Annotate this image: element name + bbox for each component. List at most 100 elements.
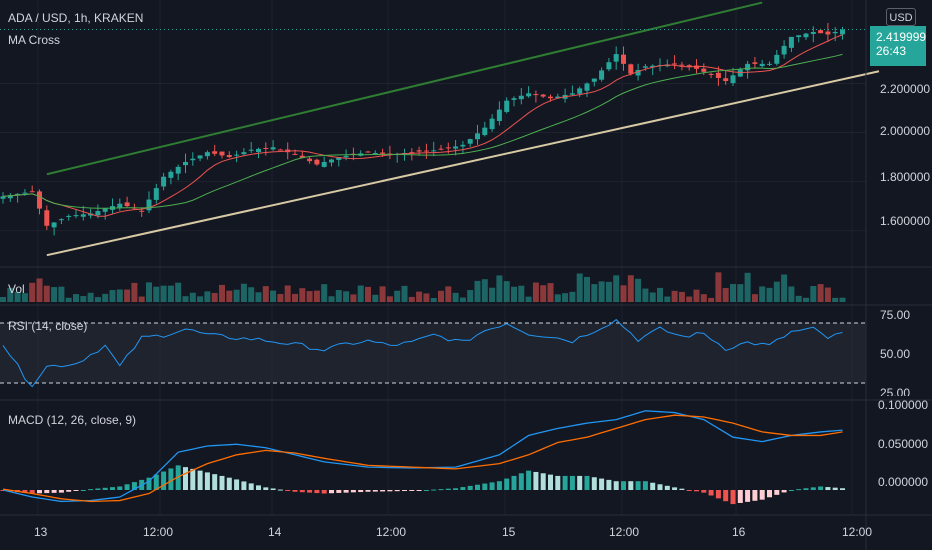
candle-body bbox=[212, 151, 218, 154]
macd-histogram-bar bbox=[810, 487, 816, 490]
candle-body bbox=[482, 127, 488, 136]
volume-bar bbox=[627, 275, 634, 302]
macd-label[interactable]: MACD (12, 26, close, 9) bbox=[8, 413, 137, 427]
volume-bar bbox=[708, 297, 715, 302]
candle-body bbox=[336, 157, 342, 160]
volume-label[interactable]: Vol bbox=[8, 282, 25, 296]
time-tick: 12:00 bbox=[842, 525, 873, 539]
macd-histogram-bar bbox=[621, 481, 626, 490]
rsi-line bbox=[2, 318, 843, 388]
candle-body bbox=[840, 29, 845, 35]
volume-bar bbox=[284, 285, 291, 302]
macd-histogram-bar bbox=[723, 490, 729, 502]
volume-bar bbox=[532, 282, 539, 302]
candle-body bbox=[730, 75, 736, 84]
macd-histogram-bar bbox=[358, 490, 364, 493]
time-tick: 12:00 bbox=[376, 525, 407, 539]
candle-body bbox=[168, 171, 174, 178]
volume-bar bbox=[657, 287, 663, 302]
macd-histogram-bar bbox=[642, 481, 648, 490]
candle-body bbox=[621, 54, 626, 64]
grid bbox=[0, 0, 866, 515]
macd-histogram-bar bbox=[66, 490, 72, 492]
candle-body bbox=[781, 45, 787, 55]
volume-bar bbox=[591, 284, 598, 302]
macd-histogram-bar bbox=[51, 490, 57, 493]
candle-body bbox=[504, 100, 510, 112]
macd-histogram-bar bbox=[533, 471, 539, 490]
volume-bar bbox=[321, 284, 328, 302]
volume-bar bbox=[58, 286, 65, 302]
macd-histogram-bar bbox=[37, 490, 42, 494]
volume-bar bbox=[270, 290, 277, 302]
volume-bar bbox=[401, 285, 408, 302]
macd-histogram-bar bbox=[102, 487, 108, 490]
volume-bar bbox=[678, 291, 685, 302]
last-price: 2.419999 bbox=[876, 30, 927, 44]
candle-body bbox=[540, 94, 546, 97]
volume-bar bbox=[153, 286, 160, 302]
macd-histogram-bar bbox=[190, 468, 196, 490]
candle-body bbox=[489, 118, 495, 130]
candle-body bbox=[7, 195, 13, 199]
last-price-badge: 2.419999 26:43 bbox=[870, 26, 926, 66]
candle-body bbox=[548, 96, 553, 99]
volume-bar bbox=[189, 292, 196, 302]
macd-tick: 0.000000 bbox=[878, 475, 929, 489]
ma-cross-label[interactable]: MA Cross bbox=[8, 33, 61, 47]
candle-body bbox=[445, 147, 451, 149]
macd-histogram-bar bbox=[526, 470, 532, 490]
volume-bar bbox=[635, 278, 642, 302]
volume-bar bbox=[14, 292, 21, 302]
volume-bar bbox=[219, 284, 225, 302]
macd-histogram-bar bbox=[664, 485, 670, 490]
candle-body bbox=[409, 152, 415, 154]
volume-bar bbox=[686, 296, 693, 302]
volume-bar bbox=[445, 286, 452, 302]
volume-bar bbox=[408, 296, 415, 302]
trendlines[interactable] bbox=[46, 1, 880, 257]
volume-bar bbox=[781, 274, 788, 302]
rsi-label[interactable]: RSI (14, close) bbox=[8, 319, 88, 333]
candle-body bbox=[117, 203, 123, 208]
volume-bar bbox=[671, 290, 678, 302]
volume-bar bbox=[109, 290, 116, 302]
volume-bar bbox=[737, 284, 744, 302]
volume-bar bbox=[810, 286, 817, 302]
volume-bar bbox=[204, 291, 211, 302]
candle-body bbox=[511, 98, 517, 100]
candle-body bbox=[475, 133, 480, 140]
macd-histogram-bar bbox=[329, 490, 334, 494]
price-tick: 2.000000 bbox=[880, 124, 931, 138]
price-tick: 1.600000 bbox=[880, 214, 931, 228]
candle-body bbox=[37, 191, 42, 209]
macd-histogram-bar bbox=[270, 488, 276, 490]
macd-histogram-bar bbox=[124, 484, 130, 490]
symbol-title[interactable]: ADA / USD, 1h, KRAKEN bbox=[8, 11, 144, 25]
volume-bar bbox=[175, 282, 182, 302]
macd-histogram-bar bbox=[606, 479, 612, 490]
volume-bar bbox=[430, 297, 437, 302]
candle-body bbox=[526, 93, 532, 97]
volume-bar bbox=[693, 289, 700, 302]
macd-histogram-bar bbox=[752, 490, 758, 501]
currency-button[interactable]: USD bbox=[886, 8, 916, 26]
ma-slow-line bbox=[2, 53, 843, 209]
volume-bar bbox=[306, 291, 313, 302]
volume-bar bbox=[620, 285, 627, 302]
volume-bar bbox=[7, 287, 14, 302]
volume-bar bbox=[343, 291, 350, 302]
macd-histogram-bar bbox=[416, 490, 422, 491]
candle-body bbox=[723, 78, 729, 82]
price-tick: 1.800000 bbox=[880, 170, 931, 184]
candle-body bbox=[679, 64, 685, 66]
volume-bar bbox=[605, 281, 612, 302]
macd-histogram-bar bbox=[715, 490, 721, 499]
macd-histogram-bar bbox=[737, 490, 743, 503]
macd-histogram-bar bbox=[730, 490, 736, 505]
volume-bar bbox=[0, 296, 6, 302]
candle-body bbox=[73, 215, 79, 217]
candle-body bbox=[263, 147, 269, 149]
